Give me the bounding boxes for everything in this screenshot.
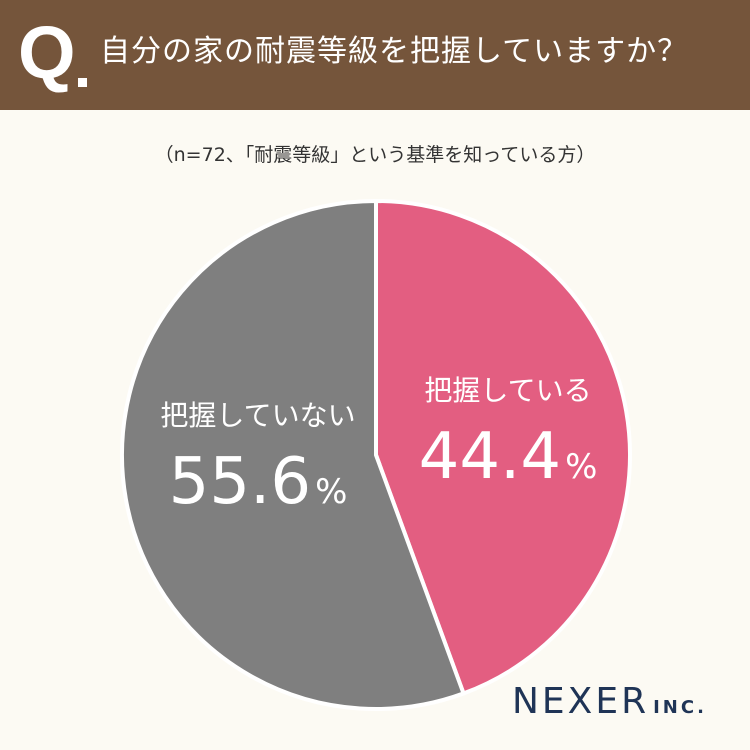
logo-main-text: NEXER	[512, 681, 650, 722]
slice-value-not-aware: 55.6%	[169, 445, 348, 519]
slice-label-not-aware: 把握していない	[160, 399, 355, 432]
logo-sub-text: INC.	[653, 697, 707, 718]
q-mark: Q	[18, 11, 76, 94]
sample-note: （n=72、「耐震等級」という基準を知っている方）	[154, 144, 596, 166]
q-mark-dot	[78, 78, 87, 87]
slice-value-aware: 44.4%	[419, 420, 598, 494]
pie-slice-not-aware	[120, 199, 466, 711]
question-header: Q 自分の家の耐震等級を把握していますか？	[0, 0, 750, 110]
question-text: 自分の家の耐震等級を把握していますか？	[100, 34, 689, 69]
slice-label-aware: 把握している	[424, 374, 591, 407]
pie-slice-aware	[374, 199, 632, 696]
nexer-logo: NEXER INC.	[512, 680, 707, 724]
